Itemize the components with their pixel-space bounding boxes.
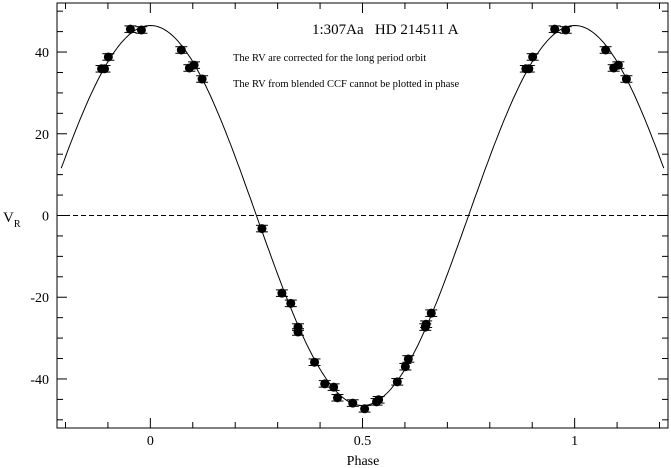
point-marker: [197, 74, 207, 84]
point-marker: [426, 308, 436, 318]
point-marker: [189, 60, 199, 70]
chart-title: 1:307Aa HD 214511 A: [312, 22, 459, 38]
point-marker: [277, 288, 287, 298]
x-tick-label: 0: [147, 434, 154, 449]
data-point: [275, 288, 288, 298]
point-marker: [332, 393, 342, 403]
data-point: [526, 52, 539, 62]
axis-tick-labels: 0 0.5 1 -40 -20 0 20 40: [30, 46, 578, 449]
data-point: [98, 64, 111, 74]
point-marker: [374, 395, 384, 405]
annotation-2: The RV from blended CCF cannot be plotte…: [233, 79, 459, 90]
point-marker: [293, 327, 303, 337]
data-point: [548, 24, 561, 34]
point-marker: [528, 52, 538, 62]
y-tick-label: 40: [35, 46, 49, 61]
point-marker: [136, 25, 146, 35]
annotation-1: The RV are corrected for the long period…: [233, 53, 426, 64]
point-marker: [524, 64, 534, 74]
point-marker: [103, 52, 113, 62]
axis-ticks: [57, 3, 668, 428]
data-point: [420, 319, 433, 329]
y-tick-label: -20: [30, 291, 49, 306]
point-marker: [360, 404, 370, 414]
y-axis-label-subscript: R: [14, 219, 21, 230]
x-axis-label: Phase: [347, 454, 380, 468]
point-marker: [320, 379, 330, 389]
point-marker: [329, 382, 339, 392]
data-point: [318, 379, 331, 389]
data-points: [95, 24, 633, 414]
y-axis-label: VR: [3, 210, 21, 230]
data-point: [402, 354, 415, 364]
point-marker: [176, 45, 186, 55]
data-point: [620, 74, 633, 84]
point-marker: [421, 319, 431, 329]
data-point: [372, 395, 385, 405]
data-point: [255, 224, 268, 234]
data-point: [559, 25, 572, 35]
point-marker: [403, 354, 413, 364]
y-tick-label: 0: [42, 210, 49, 225]
point-marker: [561, 25, 571, 35]
point-marker: [310, 357, 320, 367]
point-marker: [621, 74, 631, 84]
data-point: [522, 64, 535, 74]
data-point: [135, 25, 148, 35]
y-tick-label: -40: [30, 373, 49, 388]
data-point: [308, 357, 321, 367]
point-marker: [613, 60, 623, 70]
data-point: [612, 60, 625, 70]
point-marker: [601, 45, 611, 55]
data-point: [358, 404, 371, 414]
point-marker: [286, 298, 296, 308]
x-tick-label: 0.5: [354, 434, 372, 449]
x-tick-label: 1: [571, 434, 578, 449]
data-point: [188, 60, 201, 70]
data-point: [327, 382, 340, 392]
point-marker: [125, 24, 135, 34]
data-point: [346, 398, 359, 408]
y-tick-label: 20: [35, 128, 49, 143]
point-marker: [550, 24, 560, 34]
data-point: [196, 74, 209, 84]
data-point: [399, 362, 412, 372]
y-axis-label-main: V: [3, 210, 14, 226]
point-marker: [392, 377, 402, 387]
point-marker: [257, 224, 267, 234]
data-point: [175, 45, 188, 55]
data-point: [292, 327, 305, 337]
point-marker: [400, 362, 410, 372]
data-point: [391, 377, 404, 387]
data-point: [284, 298, 297, 308]
data-point: [331, 393, 344, 403]
data-point: [425, 308, 438, 318]
data-point: [102, 52, 115, 62]
point-marker: [348, 398, 358, 408]
data-point: [599, 45, 612, 55]
data-point: [124, 24, 137, 34]
point-marker: [100, 64, 110, 74]
